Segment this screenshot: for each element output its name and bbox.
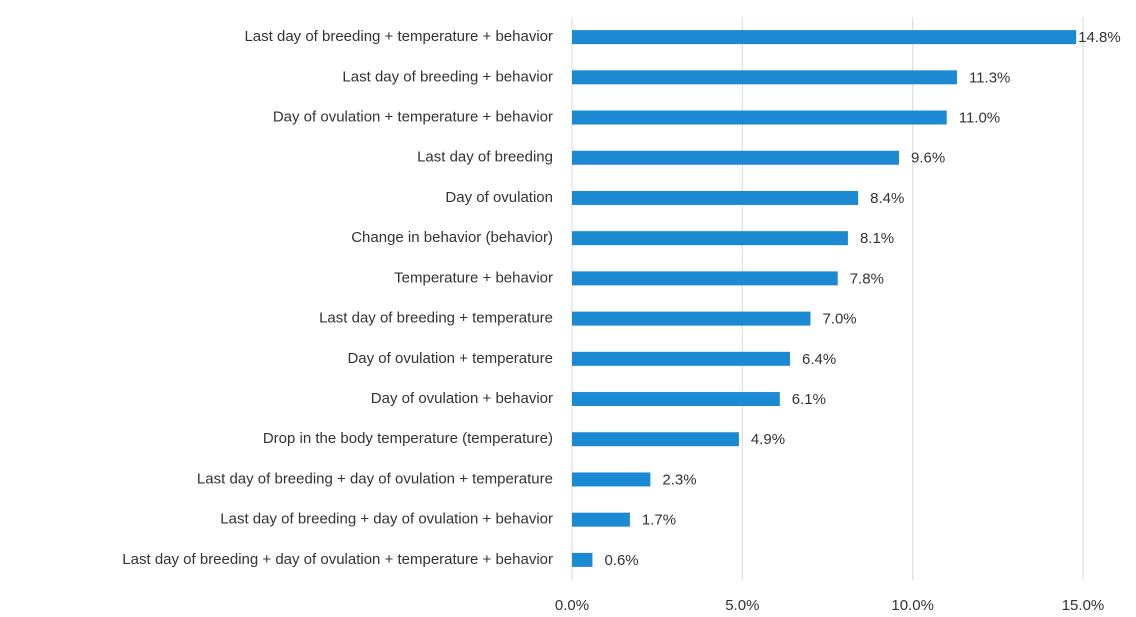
y-tick-label: Last day of breeding + behavior xyxy=(342,68,553,85)
y-tick-label: Last day of breeding xyxy=(417,149,553,166)
bar xyxy=(572,432,739,447)
bar xyxy=(572,351,791,366)
y-tick-label: Last day of breeding + day of ovulation … xyxy=(220,511,553,528)
bar xyxy=(572,472,651,487)
y-tick-label: Drop in the body temperature (temperatur… xyxy=(263,430,553,447)
value-label: 7.8% xyxy=(850,270,884,287)
value-label: 8.1% xyxy=(860,230,894,247)
bar xyxy=(572,271,838,286)
value-label: 0.6% xyxy=(604,552,638,569)
x-tick-label: 10.0% xyxy=(891,597,934,614)
y-tick-label: Day of ovulation + temperature + behavio… xyxy=(273,109,553,126)
value-label: 11.0% xyxy=(959,110,1000,127)
bar xyxy=(572,552,593,567)
bar xyxy=(572,512,630,527)
value-label: 6.1% xyxy=(792,391,826,408)
y-tick-label: Change in behavior (behavior) xyxy=(351,229,553,246)
value-label: 9.6% xyxy=(911,150,945,167)
x-tick-label: 15.0% xyxy=(1062,597,1105,614)
bar xyxy=(572,231,848,246)
value-label: 1.7% xyxy=(642,512,676,529)
y-tick-label: Temperature + behavior xyxy=(394,269,553,286)
y-tick-label: Last day of breeding + temperature xyxy=(319,310,553,327)
x-tick-label: 5.0% xyxy=(725,597,759,614)
bar xyxy=(572,311,811,326)
y-tick-label: Last day of breeding + day of ovulation … xyxy=(197,470,553,487)
y-tick-label: Day of ovulation xyxy=(445,189,553,206)
bar xyxy=(572,30,1077,45)
y-tick-label: Day of ovulation + behavior xyxy=(371,390,553,407)
value-label: 4.9% xyxy=(751,431,785,448)
x-tick-label: 0.0% xyxy=(555,597,589,614)
bar xyxy=(572,190,859,205)
bar xyxy=(572,392,780,407)
value-label: 6.4% xyxy=(802,351,836,368)
bar xyxy=(572,110,947,125)
y-tick-label: Last day of breeding + temperature + beh… xyxy=(244,28,553,45)
bar xyxy=(572,150,900,165)
value-label: 7.0% xyxy=(822,311,856,328)
y-tick-label: Last day of breeding + day of ovulation … xyxy=(122,551,553,568)
bar xyxy=(572,70,957,85)
value-label: 14.8% xyxy=(1078,29,1121,46)
value-label: 2.3% xyxy=(662,471,696,488)
value-label: 8.4% xyxy=(870,190,904,207)
y-tick-label: Day of ovulation + temperature xyxy=(347,350,553,367)
value-label: 11.3% xyxy=(969,69,1010,86)
